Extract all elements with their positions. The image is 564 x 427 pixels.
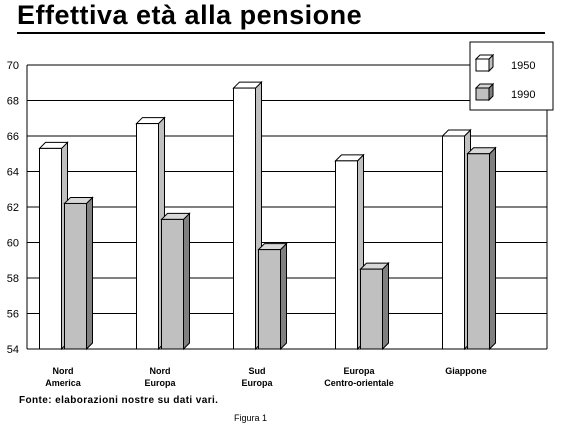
bar-front [335,160,358,350]
source-note: Fonte: elaborazioni nostre su dati vari. [19,395,219,406]
bar-front [258,249,281,350]
y-tick-label: 56 [7,309,19,321]
x-tick-label: Nord Europa [144,366,176,388]
bar [38,141,69,351]
x-tick-label: Europa Centro-orientale [324,366,394,388]
x-tick-label: Sud Europa [241,366,273,388]
legend: 1950 1990 [469,41,554,111]
bar [466,146,497,351]
bar [257,242,288,351]
bar-side [280,242,287,351]
page-title: Effettiva età alla pensione [17,0,363,30]
bar-front [360,268,383,350]
bar-front [64,202,87,350]
y-tick-label: 70 [7,60,19,72]
bar-front [39,147,62,350]
y-tick-label: 64 [7,167,19,179]
bar-front [136,123,159,350]
bar-front [233,87,256,350]
bar [441,128,472,351]
bar [63,196,94,351]
bar-front [161,218,184,350]
bar [232,80,263,351]
y-tick-label: 54 [7,344,19,356]
y-tick-labels: 54 56 58 60 62 64 66 68 70 [7,60,19,356]
bar-front [467,153,490,350]
legend-swatch [474,53,495,73]
bar-side [86,196,93,351]
legend-swatch [474,82,495,102]
bar [334,153,365,351]
y-tick-label: 68 [7,96,19,108]
bar-front [442,135,465,350]
bar [359,261,390,351]
bar-side [489,146,496,351]
bars [38,80,497,351]
bar-side [183,212,190,351]
x-tick-labels: Nord America Nord Europa Sud Europa Europa Cent… [45,366,487,388]
legend-label: 1950 [511,60,535,72]
bar [160,212,191,351]
x-tick-label: Giappone [445,366,487,376]
x-tick-label: Nord America [45,366,82,388]
y-tick-label: 66 [7,131,19,143]
y-tick-label: 58 [7,273,19,285]
y-tick-label: 60 [7,238,19,250]
title-underline [17,32,545,34]
y-tick-label: 62 [7,202,19,214]
legend-label: 1990 [511,89,535,101]
bar [135,116,166,351]
bar-side [382,261,389,351]
figure-caption: Figura 1 [234,413,268,423]
